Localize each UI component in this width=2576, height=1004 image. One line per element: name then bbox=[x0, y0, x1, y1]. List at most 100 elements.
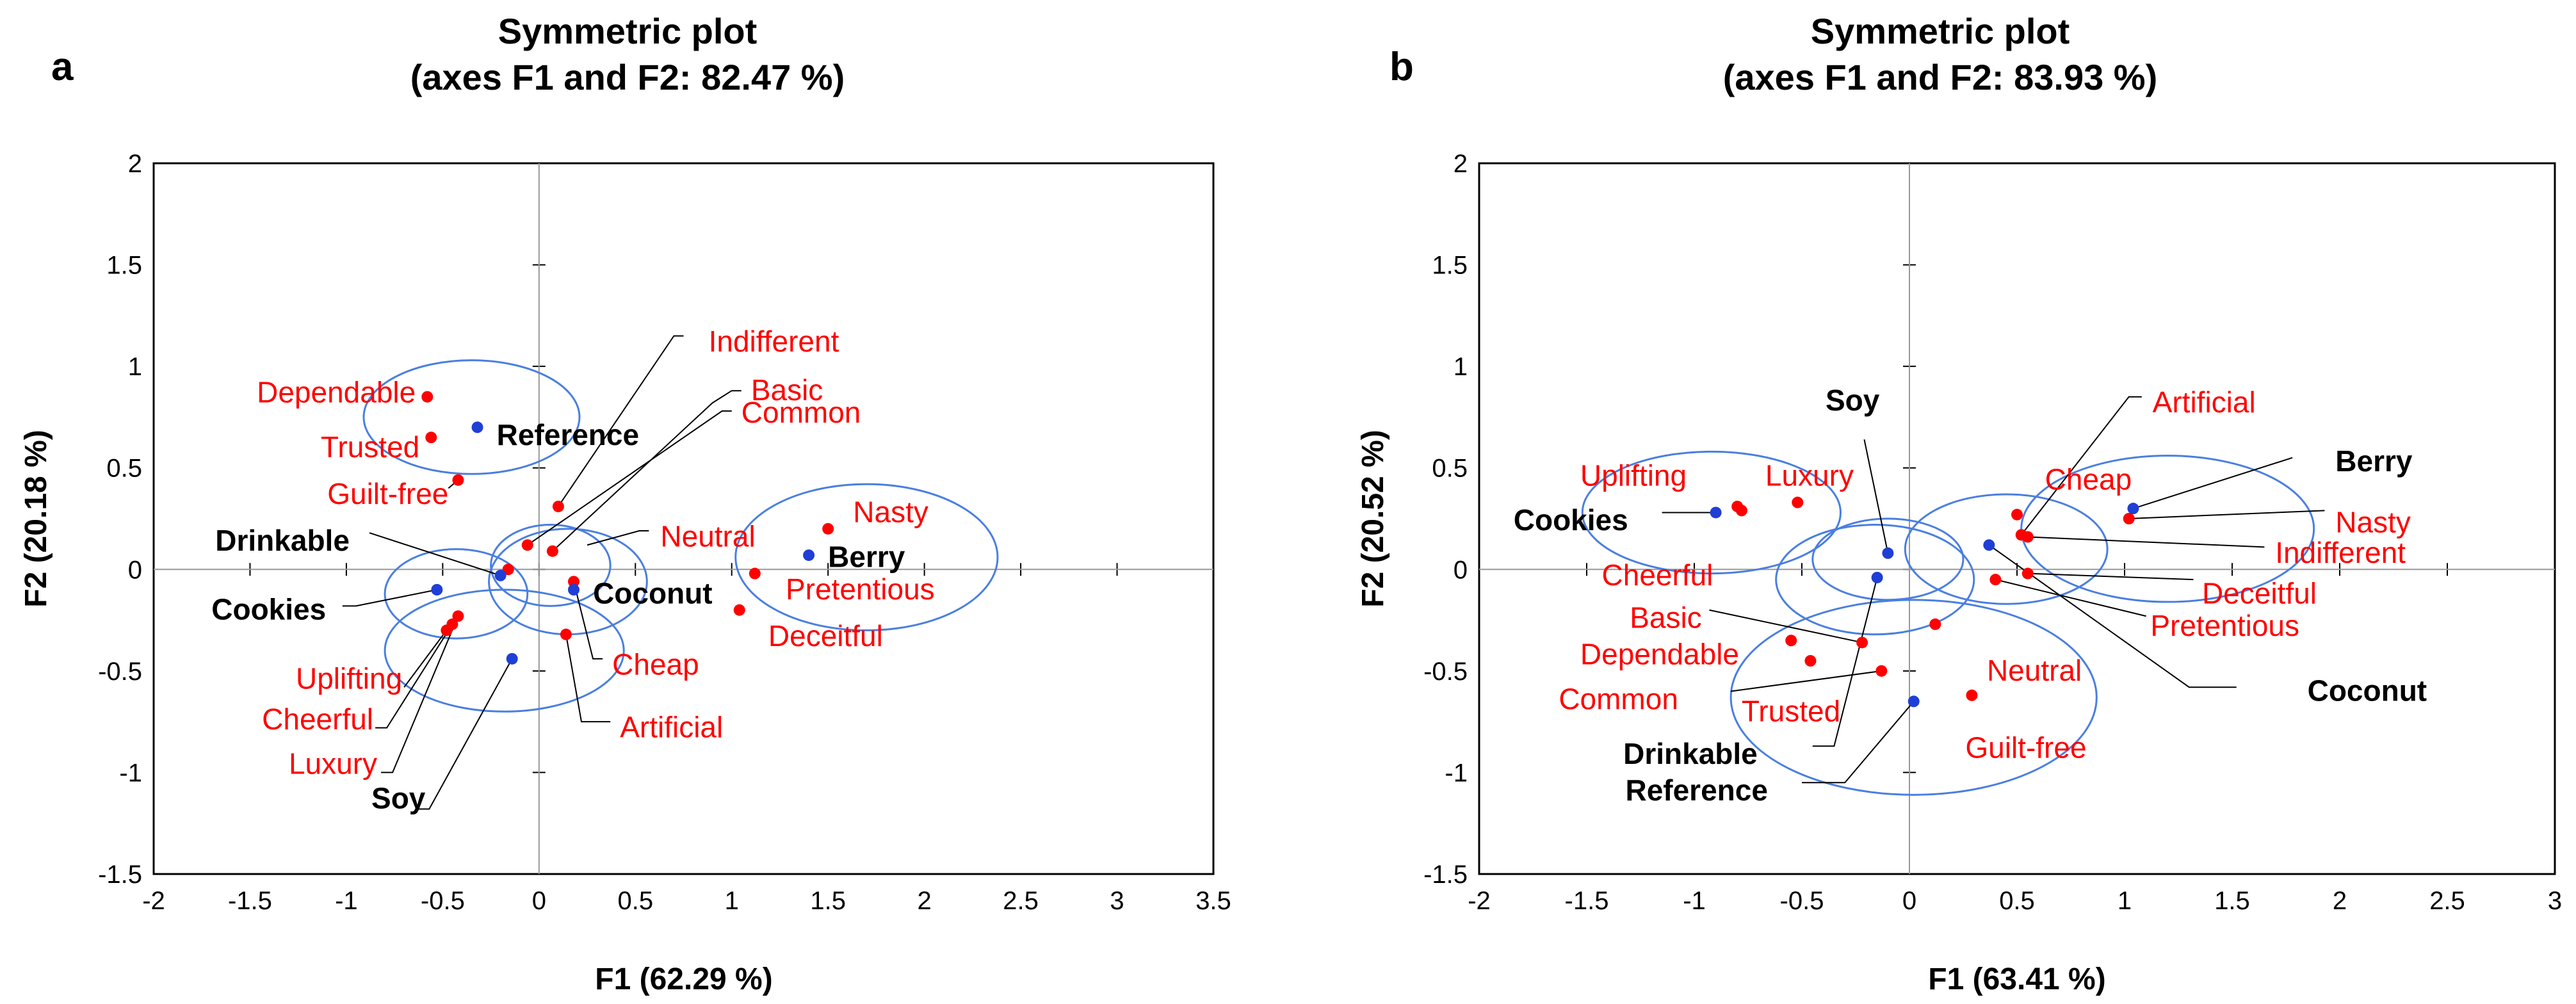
panel-a-attribute-point bbox=[822, 522, 834, 535]
panel-b-x-ticks: -2 -1.5 -1 -0.5 0 0.5 1 1.5 2 2.5 3 bbox=[1468, 563, 2562, 915]
panel-a-attribute-point bbox=[749, 567, 761, 579]
panel-b-x-tick-label: 1.5 bbox=[2214, 887, 2250, 915]
panel-b-leader-line bbox=[2020, 396, 2142, 535]
panel-a-sample-label: Soy bbox=[371, 782, 426, 815]
panel-b-leader-line bbox=[2133, 457, 2293, 510]
panel-a-x-tick-label: -1.5 bbox=[228, 887, 272, 915]
panel-a-x-tick-label: 1.5 bbox=[810, 887, 846, 915]
panel-a-attribute-label: Nasty bbox=[853, 495, 928, 528]
panel-b-y-ticks: -1.5 -1 -0.5 0 0.5 1 1.5 2 bbox=[1423, 150, 1916, 889]
panel-b-attribute-point bbox=[1989, 574, 2002, 586]
panel-b-sample-point bbox=[1908, 695, 1920, 708]
panel-b-confidence-ellipse bbox=[1729, 599, 2098, 796]
panel-a-x-tick-label: 0 bbox=[532, 887, 546, 915]
panel-a-leader-line bbox=[369, 532, 501, 576]
panel-b-y-tick-label: 2 bbox=[1454, 150, 1468, 178]
panel-a-attribute-label: Uplifting bbox=[296, 662, 402, 695]
panel-b-confidence-ellipse bbox=[1811, 517, 1964, 601]
panel-a-leader-line bbox=[565, 634, 611, 723]
panel-b-x-tick-label: 1 bbox=[2118, 887, 2132, 915]
panel-b-subtitle: (axes F1 and F2: 83.93 %) bbox=[1723, 57, 2158, 97]
panel-a-attribute-label: Cheap bbox=[612, 647, 699, 681]
panel-b-leader-line bbox=[1812, 577, 1878, 747]
panel-b-attribute-label: Common bbox=[1559, 682, 1678, 715]
panel-b-attribute-point bbox=[2021, 531, 2034, 543]
panel-b-y-tick-label: 0 bbox=[1454, 556, 1468, 584]
panel-a-sample-label: Berry bbox=[828, 540, 905, 573]
panel-b-attribute-point bbox=[1735, 505, 1747, 517]
panel-b-sample-label: Cookies bbox=[1514, 503, 1628, 537]
panel-a-attribute-label: Dependable bbox=[257, 375, 416, 409]
panel-a-confidence-ellipse bbox=[384, 548, 529, 640]
panel-b-leader-line bbox=[1995, 579, 2146, 617]
panel-b-leader-line bbox=[1730, 670, 1882, 692]
panel-b-x-tick-label: 3 bbox=[2548, 887, 2562, 915]
panel-a-y-tick-label: -1 bbox=[119, 759, 142, 787]
panel-a-y-tick-label: 2 bbox=[128, 150, 142, 178]
panel-b-attribute-label: Uplifting bbox=[1580, 458, 1687, 492]
panel-a-attribute-point bbox=[521, 539, 533, 551]
panel-a-attribute-point bbox=[560, 628, 572, 640]
panel-a-x-ticks: -2 -1.5 -1 -0.5 0 0.5 1 1.5 2 2.5 3 3.5 bbox=[142, 563, 1231, 915]
panel-b-confidence-ellipse bbox=[1904, 493, 2109, 605]
panel-a-attribute-label: Artificial bbox=[620, 711, 723, 744]
panel-b-y-tick-label: -0.5 bbox=[1423, 658, 1468, 686]
panel-b-attribute-label: Nasty bbox=[2335, 505, 2411, 538]
panel-a-sample-label: Drinkable bbox=[215, 524, 350, 557]
panel-b-attribute-point bbox=[2011, 508, 2023, 521]
panel-b-sample-label: Reference bbox=[1625, 773, 1767, 807]
panel-b-x-tick-label: -1.5 bbox=[1565, 887, 1609, 915]
panel-a-leader-line bbox=[573, 581, 603, 660]
panel-a-attribute-label: Luxury bbox=[289, 747, 377, 781]
panel-a-attribute-point bbox=[446, 618, 458, 630]
panel-a-x-axis-title: F1 (62.29 %) bbox=[595, 962, 772, 996]
panel-b-sample-point bbox=[1983, 539, 1995, 551]
panel-a-sample-point bbox=[506, 652, 518, 665]
panel-a-attribute-label: Neutral bbox=[660, 520, 755, 553]
panel-a-title: Symmetric plot bbox=[498, 11, 757, 51]
panel-a-sample-point bbox=[431, 584, 443, 595]
panel-b-title: Symmetric plot bbox=[1811, 11, 2070, 51]
panel-b-y-tick-label: 0.5 bbox=[1432, 455, 1468, 483]
panel-b-attribute-label: Indifferent bbox=[2275, 536, 2406, 569]
panel-a-attribute-label: Indifferent bbox=[709, 325, 839, 358]
panel-a-sample-point bbox=[803, 549, 815, 562]
panel-a-y-tick-label: -0.5 bbox=[98, 658, 142, 686]
panel-b-attribute-label: Pretentious bbox=[2150, 609, 2299, 642]
panel-b-sample-label: Berry bbox=[2335, 444, 2413, 478]
panel-a-confidence-ellipse bbox=[384, 588, 625, 713]
panel-a-leader-line bbox=[381, 615, 459, 773]
panel-a-zero-lines bbox=[154, 163, 1213, 874]
panel-b-attribute-label: Deceitful bbox=[2202, 576, 2317, 610]
panel-a-leader-line bbox=[587, 530, 649, 546]
panel-a-attribute-label: Deceitful bbox=[768, 619, 883, 652]
panel-b-y-tick-label: -1 bbox=[1445, 759, 1468, 787]
panel-a-leader-line bbox=[375, 624, 453, 729]
panel-a-attribute-point bbox=[421, 391, 433, 403]
panel-a-y-tick-label: 1 bbox=[128, 353, 142, 381]
panel-a-subtitle: (axes F1 and F2: 82.47 %) bbox=[410, 57, 845, 97]
panel-a-x-tick-label: -1 bbox=[335, 887, 358, 915]
panel-a-sample-point bbox=[494, 569, 506, 581]
panel-b-x-tick-label: 2 bbox=[2333, 887, 2347, 915]
panel-b-attribute-label: Dependable bbox=[1580, 637, 1739, 670]
panel-a-sample-point bbox=[471, 421, 483, 433]
panel-a-attribute-label: Cheerful bbox=[262, 702, 373, 736]
panel-a-attribute-label: Basic bbox=[751, 373, 823, 407]
panel-a-x-tick-label: 3.5 bbox=[1195, 887, 1231, 915]
panel-a-chart: a Symmetric plot (axes F1 and F2: 82.47 … bbox=[19, 11, 1231, 996]
panel-a-x-tick-label: 0.5 bbox=[617, 887, 653, 915]
panel-a-attribute-point bbox=[546, 545, 558, 557]
panel-b-attribute-point bbox=[1856, 636, 1868, 649]
panel-a-attribute-point bbox=[502, 563, 514, 576]
panel-b-attribute-label: Cheap bbox=[2045, 463, 2132, 496]
panel-a-x-tick-label: 1 bbox=[725, 887, 739, 915]
panel-a-confidence-ellipse bbox=[490, 524, 612, 607]
panel-a-x-tick-label: -2 bbox=[142, 887, 165, 915]
panel-a-leader-lines bbox=[342, 335, 741, 810]
panel-a-letter: a bbox=[51, 45, 74, 89]
panel-b-sample-point bbox=[1710, 506, 1722, 519]
panel-b-y-axis-title: F2 (20.52 %) bbox=[1356, 430, 1390, 607]
panel-b-sample-point bbox=[2127, 503, 2139, 515]
panel-b-attribute-label: Basic bbox=[1630, 601, 1701, 634]
